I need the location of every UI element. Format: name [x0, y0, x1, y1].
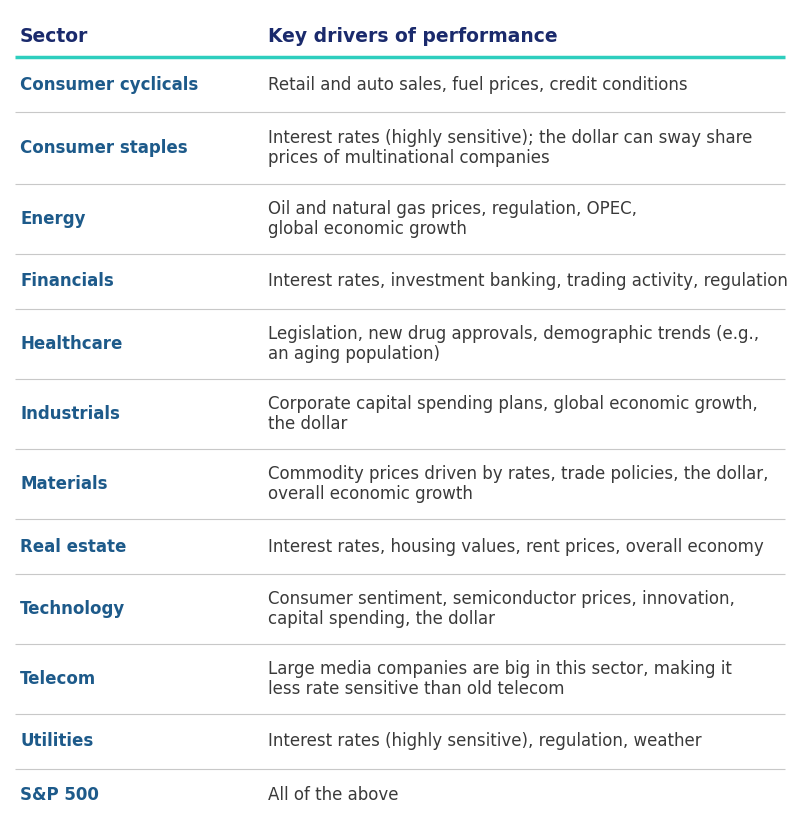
Text: Consumer staples: Consumer staples — [20, 139, 188, 157]
Text: Corporate capital spending plans, global economic growth,: Corporate capital spending plans, global… — [268, 395, 758, 413]
Text: Utilities: Utilities — [20, 733, 94, 751]
Text: Large media companies are big in this sector, making it: Large media companies are big in this se… — [268, 660, 732, 678]
Text: Commodity prices driven by rates, trade policies, the dollar,: Commodity prices driven by rates, trade … — [268, 465, 769, 483]
Text: Interest rates, investment banking, trading activity, regulation: Interest rates, investment banking, trad… — [268, 272, 788, 290]
Text: Technology: Technology — [20, 600, 126, 618]
Text: Financials: Financials — [20, 272, 114, 290]
Text: Telecom: Telecom — [20, 670, 96, 688]
Text: Healthcare: Healthcare — [20, 335, 122, 353]
Text: global economic growth: global economic growth — [268, 220, 467, 238]
Text: Retail and auto sales, fuel prices, credit conditions: Retail and auto sales, fuel prices, cred… — [268, 76, 688, 94]
Text: overall economic growth: overall economic growth — [268, 485, 473, 503]
Text: Real estate: Real estate — [20, 538, 126, 556]
Text: less rate sensitive than old telecom: less rate sensitive than old telecom — [268, 680, 565, 698]
Text: Interest rates (highly sensitive), regulation, weather: Interest rates (highly sensitive), regul… — [268, 733, 702, 751]
Text: Key drivers of performance: Key drivers of performance — [268, 27, 558, 46]
Text: the dollar: the dollar — [268, 415, 347, 433]
Text: All of the above: All of the above — [268, 786, 398, 804]
Text: S&P 500: S&P 500 — [20, 786, 99, 804]
Text: an aging population): an aging population) — [268, 345, 440, 363]
Text: capital spending, the dollar: capital spending, the dollar — [268, 610, 495, 628]
Text: Interest rates, housing values, rent prices, overall economy: Interest rates, housing values, rent pri… — [268, 538, 764, 556]
Text: Interest rates (highly sensitive); the dollar can sway share: Interest rates (highly sensitive); the d… — [268, 129, 752, 147]
Text: Oil and natural gas prices, regulation, OPEC,: Oil and natural gas prices, regulation, … — [268, 200, 637, 218]
Text: Consumer sentiment, semiconductor prices, innovation,: Consumer sentiment, semiconductor prices… — [268, 590, 735, 608]
Text: Legislation, new drug approvals, demographic trends (e.g.,: Legislation, new drug approvals, demogra… — [268, 325, 759, 343]
Text: Materials: Materials — [20, 475, 107, 493]
Text: Industrials: Industrials — [20, 405, 120, 423]
Text: Energy: Energy — [20, 210, 86, 228]
Text: Consumer cyclicals: Consumer cyclicals — [20, 76, 198, 94]
Text: prices of multinational companies: prices of multinational companies — [268, 149, 550, 167]
Text: Sector: Sector — [20, 27, 88, 46]
